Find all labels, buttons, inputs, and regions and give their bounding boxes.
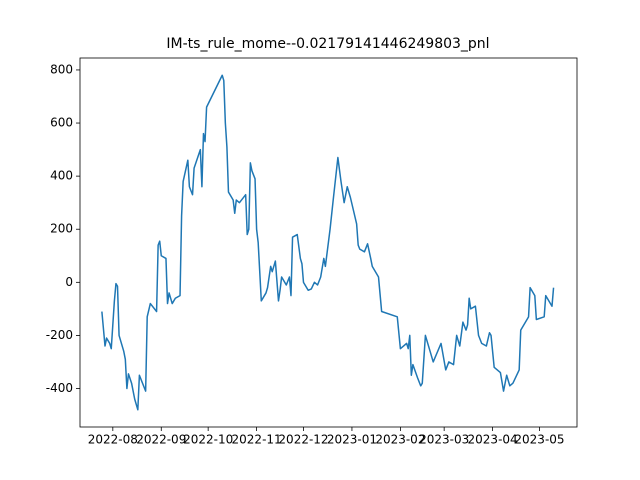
y-tick-label: 0 <box>65 275 73 289</box>
x-tick-label: 2023-02 <box>375 433 425 447</box>
x-tick-label: 2023-05 <box>514 433 564 447</box>
x-tick-label: 2023-04 <box>468 433 518 447</box>
chart-title: IM-ts_rule_mome--0.02179141446249803_pnl <box>166 36 489 52</box>
x-tick-label: 2023-01 <box>327 433 377 447</box>
y-tick-label: 800 <box>50 62 73 76</box>
y-tick-label: 400 <box>50 169 73 183</box>
x-tick-label: 2022-12 <box>278 433 328 447</box>
y-tick-label: 200 <box>50 222 73 236</box>
x-tick-label: 2022-11 <box>232 433 282 447</box>
x-tick-label: 2022-09 <box>136 433 186 447</box>
y-tick-label: -200 <box>46 328 73 342</box>
x-tick-label: 2022-10 <box>183 433 233 447</box>
y-tick-label: -400 <box>46 381 73 395</box>
x-tick-label: 2023-03 <box>419 433 469 447</box>
x-tick-label: 2022-08 <box>88 433 138 447</box>
data-line <box>101 74 555 411</box>
plot-frame <box>79 57 578 428</box>
y-tick-label: 600 <box>50 116 73 130</box>
